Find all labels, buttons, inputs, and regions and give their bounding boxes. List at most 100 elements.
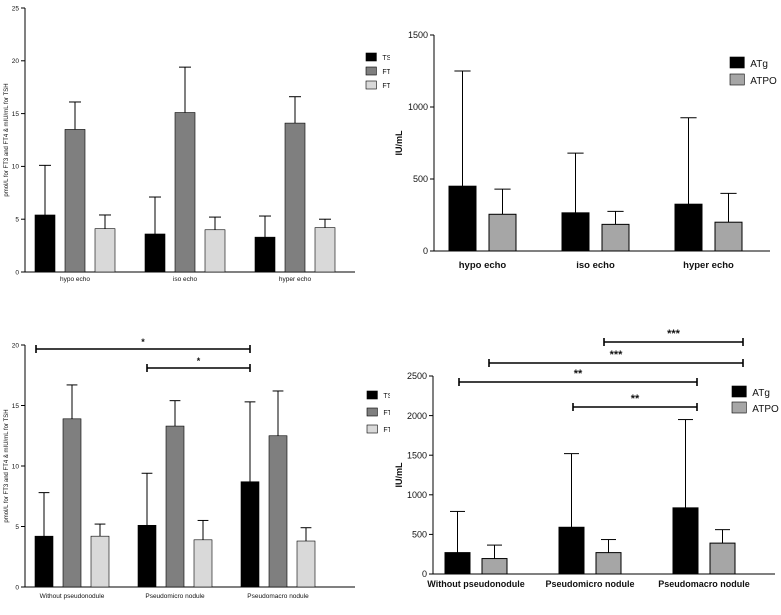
- legend-swatch-ft3: [365, 80, 377, 90]
- y-tick-label: 1500: [408, 30, 428, 40]
- bar-tsh: [144, 233, 166, 273]
- bar-atpo: [595, 552, 622, 575]
- x-category-label: hypo echo: [60, 276, 90, 283]
- y-axis-label: pmol/L for FT3 and FT4 & mIU/mL for TSH: [4, 83, 10, 196]
- bar-ft3: [296, 540, 316, 588]
- y-tick-label: 0: [422, 569, 427, 579]
- bar-tsh: [34, 535, 54, 588]
- x-category-label: iso echo: [173, 276, 198, 283]
- x-category-label: Pseudomacro nodule: [247, 593, 309, 600]
- y-tick-label: 10: [12, 463, 20, 470]
- legend-label-ft4: FT4: [383, 410, 390, 417]
- y-tick-label: 1500: [407, 450, 427, 460]
- y-tick-label: 25: [12, 5, 20, 12]
- y-axis-label: IU/mL: [394, 130, 404, 156]
- legend-swatch-atpo: [729, 73, 745, 86]
- bar-tsh: [254, 236, 276, 273]
- bar-ft4: [64, 129, 86, 273]
- bar-atg: [444, 552, 471, 575]
- legend-swatch-ft4: [365, 66, 377, 76]
- x-category-label: hyper echo: [683, 260, 734, 271]
- legend-label-atg: ATg: [752, 388, 770, 399]
- bar-ft4: [62, 418, 82, 588]
- chart-panel-thyroid-hormones-pseudonodule: 0 5 10 15 20 pmol/L for FT3 and FT4 & mIU/mL …: [0, 290, 397, 610]
- y-tick-label: 0: [15, 269, 19, 276]
- y-tick-label: 0: [423, 246, 428, 256]
- chart-panel-antibodies-pseudonodule: 0 500 1000 1500 2000 2500 IU/mL Without pseudon…: [390, 290, 781, 610]
- x-category-label: hyper echo: [279, 276, 312, 283]
- bar-ft3: [94, 228, 116, 273]
- bar-atg: [561, 212, 590, 252]
- x-category-label: hypo echo: [459, 260, 507, 271]
- bar-ft4: [268, 435, 288, 588]
- legend-swatch-ft4: [366, 407, 378, 417]
- significance-label: ***: [610, 349, 624, 361]
- bar-tsh: [34, 214, 56, 273]
- y-tick-label: 15: [12, 111, 20, 118]
- y-axis-label: IU/mL: [394, 462, 404, 488]
- legend-label-atg: ATg: [750, 59, 768, 70]
- x-category-label: Pseudomicro nodule: [545, 579, 634, 589]
- bar-atpo: [709, 542, 736, 575]
- bar-atpo: [488, 213, 517, 252]
- chart-antibodies-pseudonodule: 0 500 1000 1500 2000 2500 IU/mL Without pseudon…: [394, 328, 779, 589]
- bar-atg: [558, 526, 585, 575]
- chart-panel-antibodies-echo: 0 500 1000 1500 IU/mL hypo echo iso echo hyper …: [390, 0, 781, 290]
- legend-swatch-atg: [729, 56, 745, 69]
- legend-swatch-tsh: [365, 52, 377, 62]
- significance-label: ***: [667, 328, 681, 340]
- x-category-label: Pseudomicro nodule: [145, 593, 205, 600]
- legend-swatch-ft3: [366, 424, 378, 434]
- bar-ft4: [174, 112, 196, 273]
- significance-label: *: [141, 337, 145, 347]
- x-category-label: Without pseudonodule: [40, 593, 105, 600]
- bar-atpo: [601, 223, 630, 252]
- bar-atg: [672, 507, 699, 575]
- bar-ft3: [193, 539, 213, 588]
- x-category-label: Without pseudonodule: [427, 579, 524, 589]
- bar-tsh: [240, 481, 260, 588]
- y-tick-label: 2500: [407, 371, 427, 381]
- bar-tsh: [137, 524, 157, 588]
- y-tick-label: 5: [15, 216, 19, 223]
- legend-swatch-atpo: [731, 401, 747, 414]
- y-tick-label: 500: [413, 174, 428, 184]
- chart-antibodies-echo: 0 500 1000 1500 IU/mL hypo echo iso echo hyper …: [394, 30, 777, 271]
- y-axis-label: pmol/L for FT3 and FT4 & mIU/mL for TSH: [4, 409, 10, 522]
- legend-label-atpo: ATPO: [752, 404, 779, 415]
- significance-label: *: [197, 356, 201, 366]
- y-tick-label: 5: [15, 524, 19, 531]
- x-category-label: Pseudomacro nodule: [658, 579, 750, 589]
- y-tick-label: 500: [412, 530, 427, 540]
- chart-thyroid-hormones-pseudonodule: 0 5 10 15 20 pmol/L for FT3 and FT4 & mIU/mL …: [4, 337, 397, 600]
- y-tick-label: 20: [12, 342, 20, 349]
- legend-label-ft4: FT4: [382, 69, 390, 76]
- legend-swatch-atg: [731, 385, 747, 398]
- y-tick-label: 0: [15, 584, 19, 591]
- significance-label: **: [574, 368, 583, 380]
- y-tick-label: 10: [12, 164, 20, 171]
- legend-label-atpo: ATPO: [750, 76, 777, 87]
- bar-ft3: [314, 227, 336, 273]
- y-tick-label: 20: [12, 58, 20, 65]
- bar-ft4: [284, 122, 306, 273]
- y-tick-label: 1000: [407, 490, 427, 500]
- bar-atg: [674, 203, 703, 252]
- significance-label: **: [631, 393, 640, 405]
- y-tick-label: 2000: [407, 411, 427, 421]
- y-tick-label: 1000: [408, 102, 428, 112]
- legend-label-ft3: FT3: [382, 83, 390, 90]
- bar-atg: [448, 185, 477, 252]
- bar-ft3: [204, 229, 226, 273]
- legend-label-ft3: FT3: [383, 427, 390, 434]
- bar-ft4: [165, 425, 185, 588]
- y-tick-label: 15: [12, 403, 20, 410]
- bar-ft3: [90, 535, 110, 588]
- chart-panel-thyroid-hormones-echo: 0 5 10 15 20 25 pmol/L for FT3 and FT4 & mIU/m…: [0, 0, 396, 290]
- legend-swatch-tsh: [366, 390, 378, 400]
- bar-atpo: [714, 221, 743, 252]
- bar-atpo: [481, 558, 508, 575]
- x-category-label: iso echo: [576, 260, 615, 271]
- chart-thyroid-hormones-echo: 0 5 10 15 20 25 pmol/L for FT3 and FT4 & mIU/m…: [4, 5, 396, 283]
- legend-label-tsh: TSH: [382, 55, 390, 62]
